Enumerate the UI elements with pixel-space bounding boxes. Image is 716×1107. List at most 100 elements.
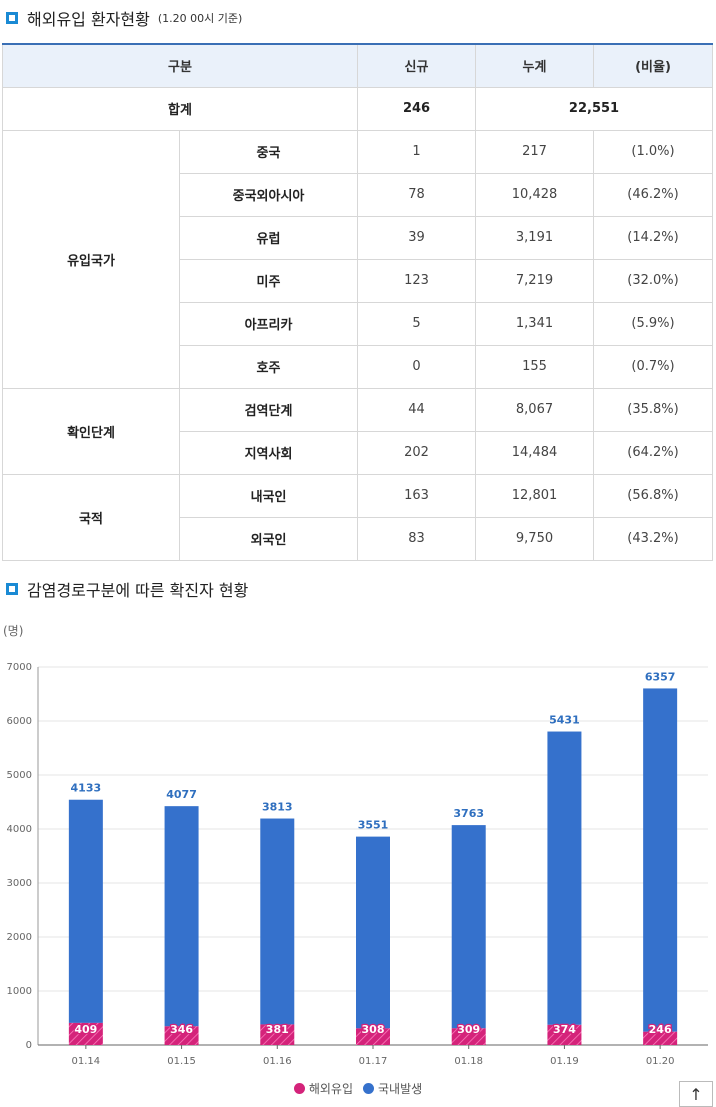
table-header-row: 구분 신규 누계 (비율) [1,43,714,88]
cell-cumulative: 217 [475,129,595,174]
group-label: 유입국가 [2,129,180,389]
square-bullet-icon [6,583,18,595]
cell-new: 44 [357,387,477,432]
data-label-domestic: 3551 [358,819,389,832]
bar-overseas [164,1026,199,1045]
bar-overseas [643,1031,678,1045]
table-row: 국적 내국인 163 12,801 (56.8%) [2,473,714,561]
x-tick-label: 01.17 [359,1056,388,1067]
legend-item[interactable]: 해외유입 [293,1080,353,1097]
data-label-domestic: 4077 [166,788,197,801]
legend-item[interactable]: 국내발생 [363,1080,422,1097]
bar-overseas [451,1028,486,1045]
cell-cumulative: 9,750 [475,516,595,561]
cell-ratio: (43.2%) [593,516,714,561]
section-title-infection-route: 감염경로구분에 따른 확진자 현황 [6,577,248,601]
bar-overseas [356,1028,390,1045]
cell-ratio: (56.8%) [593,473,714,518]
table-row: 호주 0 155 (0.7%) [3,344,714,389]
cell-ratio: (14.2%) [593,215,714,260]
row-name: 아프리카 [178,301,359,346]
x-tick-label: 01.14 [72,1056,101,1067]
table-row: 중국외아시아 78 10,428 (46.2%) [3,172,714,217]
square-bullet-icon [6,12,18,24]
y-tick-label: 2000 [7,932,32,943]
data-label-overseas: 309 [457,1023,480,1036]
y-tick-label: 1000 [7,986,32,997]
table-row: 외국인 83 9,750 (43.2%) [3,516,714,561]
cell-new: 123 [357,258,477,303]
cell-new: 39 [357,215,477,260]
total-cumulative: 22,551 [475,86,714,131]
bar-overseas [68,1022,103,1045]
legend-label: 국내발생 [378,1082,423,1096]
row-name: 지역사회 [178,430,359,475]
row-name: 외국인 [178,516,359,561]
total-new: 246 [357,86,477,131]
cell-new: 83 [357,516,477,561]
row-name: 호주 [178,344,359,389]
y-unit-label: (명) [3,624,23,638]
bar-domestic [643,688,678,1032]
cell-ratio: (35.8%) [593,387,714,432]
bar-domestic [356,836,390,1029]
y-tick-label: 4000 [7,824,32,835]
data-label-domestic: 6357 [645,670,676,683]
x-tick-label: 01.19 [550,1056,579,1067]
bar-domestic [451,825,486,1029]
chart-legend: 해외유입 국내발생 [0,1080,716,1097]
table-row: 확인단계 검역단계 44 8,067 (35.8%) [2,387,714,475]
total-label: 합계 [1,86,359,131]
data-label-domestic: 4133 [71,782,102,795]
y-tick-label: 6000 [7,716,32,727]
section-title-overseas: 해외유입 환자현황 (1.20 00시 기준) [6,6,242,30]
bar-overseas [260,1024,295,1045]
overseas-cases-table: 구분 신규 누계 (비율) 합계 246 22,551 유입국가 중국 1 217 (1… [1,43,714,561]
data-label-overseas: 246 [649,1023,672,1036]
y-tick-label: 7000 [7,662,32,673]
section-title-text: 감염경로구분에 따른 확진자 현황 [27,581,249,600]
row-name: 내국인 [178,473,359,518]
data-label-overseas: 374 [553,1023,576,1036]
cell-new: 202 [357,430,477,475]
x-tick-label: 01.15 [167,1056,196,1067]
scroll-top-button[interactable]: ↑ [679,1081,713,1107]
x-tick-label: 01.16 [263,1056,292,1067]
data-label-overseas: 308 [362,1023,385,1036]
cell-cumulative: 155 [475,344,595,389]
cell-ratio: (0.7%) [593,344,714,389]
cell-cumulative: 8,067 [475,387,595,432]
legend-marker-icon [293,1083,305,1094]
cell-cumulative: 12,801 [475,473,595,518]
bar-domestic [68,799,103,1023]
data-label-overseas: 409 [74,1023,97,1036]
table-row: 지역사회 202 14,484 (64.2%) [3,430,714,475]
bar-domestic [547,731,582,1025]
cell-ratio: (46.2%) [593,172,714,217]
bar-domestic [164,806,199,1027]
data-label-domestic: 5431 [549,714,580,727]
header-ratio: (비율) [593,43,714,88]
cell-ratio: (32.0%) [593,258,714,303]
cell-cumulative: 7,219 [475,258,595,303]
row-name: 검역단계 [178,387,359,432]
section-title-text: 해외유입 환자현황 [27,10,150,29]
stacked-bar-chart: (명) 0 1000 2000 3000 4000 5000 6000 7000 4133 409 0… [3,624,708,1067]
total-row: 합계 246 22,551 [1,86,714,131]
cell-ratio: (1.0%) [593,129,714,174]
header-category: 구분 [1,43,359,88]
table-row: 유럽 39 3,191 (14.2%) [3,215,714,260]
x-tick-label: 01.18 [454,1056,483,1067]
legend-marker-icon [363,1083,374,1094]
cell-cumulative: 3,191 [475,215,595,260]
section-subtitle: (1.20 00시 기준) [157,12,243,25]
cell-cumulative: 10,428 [475,172,595,217]
y-tick-label: 0 [26,1040,32,1051]
data-label-domestic: 3813 [262,801,293,814]
cell-new: 163 [357,473,477,518]
cell-new: 0 [357,344,477,389]
group-label: 국적 [2,473,180,561]
row-name: 중국 [178,129,359,174]
data-label-overseas: 381 [266,1023,289,1036]
header-new: 신규 [357,43,477,88]
